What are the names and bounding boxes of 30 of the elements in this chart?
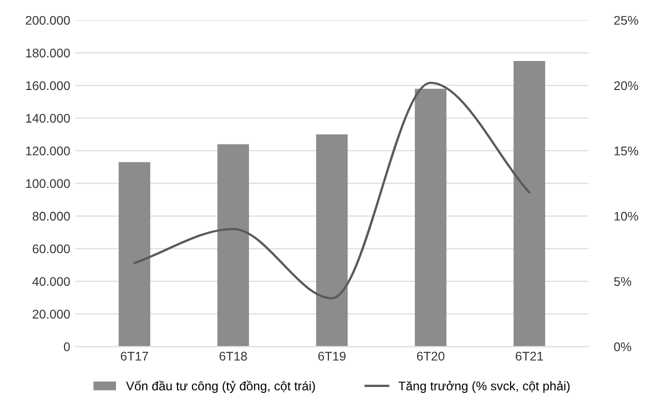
x-tick-label: 6T17 [120, 352, 148, 361]
y-tick-label: 20.000 [32, 310, 70, 319]
line-series [133, 82, 530, 300]
y2-tick-label: 10% [614, 212, 638, 221]
y-tick-label: 40.000 [32, 277, 70, 286]
bar [316, 134, 348, 347]
y-tick-label: 160.000 [26, 81, 70, 90]
bar [118, 162, 150, 347]
bar [414, 88, 446, 347]
y-tick-label: 100.000 [26, 179, 70, 188]
y2-tick-label: 5% [614, 277, 632, 286]
x-tick-label: 6T20 [417, 352, 444, 361]
y-tick-label: 60.000 [32, 244, 70, 254]
y2-tick-label: 25% [614, 16, 638, 25]
legend-label: Vốn đầu tư công (tỷ đồng, cột trái) [126, 380, 315, 393]
x-tick-label: 6T19 [318, 352, 346, 361]
y-tick-label: 80.000 [32, 212, 70, 221]
y-tick-label: 180.000 [26, 48, 70, 58]
bar [217, 144, 249, 347]
x-tick-label: 6T21 [516, 352, 543, 361]
bar [514, 60, 546, 347]
y-tick-label: 200.000 [26, 16, 70, 25]
y2-tick-label: 20% [614, 81, 638, 90]
y2-tick-label: 0% [614, 342, 632, 352]
y-tick-label: 140.000 [26, 114, 70, 123]
legend-label: Tăng trưởng (% svck, cột phải) [398, 380, 570, 393]
y2-tick-label: 15% [614, 146, 638, 156]
x-tick-label: 6T18 [220, 352, 247, 361]
y-tick-label: 120.000 [26, 146, 70, 156]
y-tick-label: 0 [64, 342, 70, 352]
